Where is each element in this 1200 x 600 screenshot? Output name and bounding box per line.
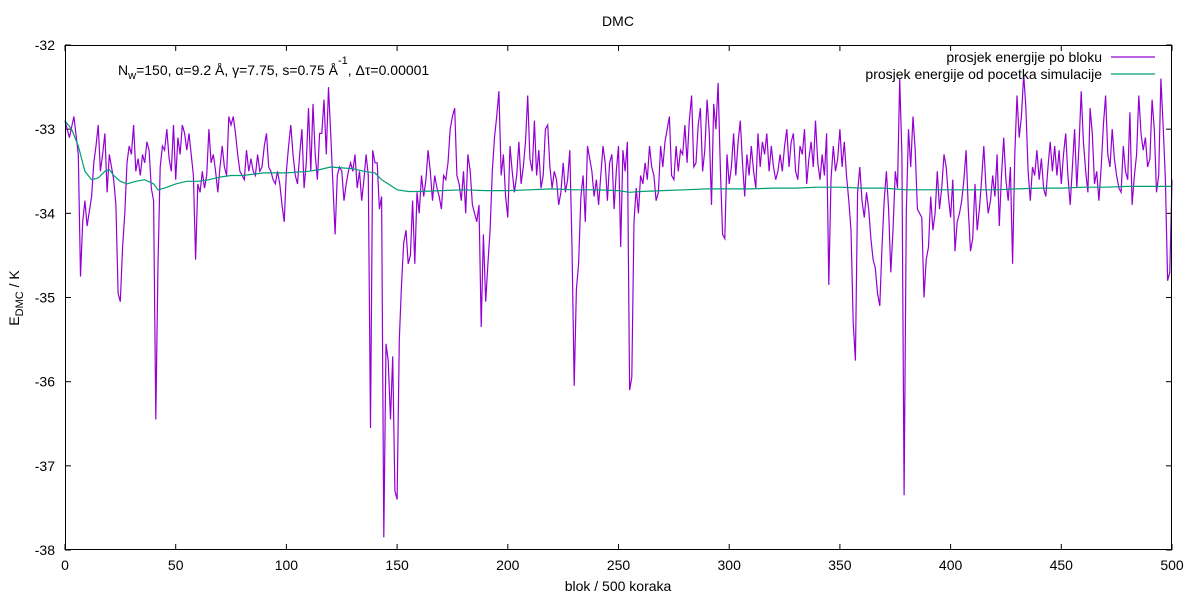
- y-tick-label: -38: [35, 542, 55, 558]
- y-tick-label: -36: [35, 374, 55, 390]
- y-axis-label: EDMC / K: [6, 270, 26, 326]
- y-tick-label: -32: [35, 37, 55, 53]
- annotation-part: , Δτ=0.00001: [348, 62, 430, 78]
- series-layer: [64, 74, 1173, 538]
- y-axis-label-sub: DMC: [14, 291, 26, 316]
- x-tick-label: 50: [168, 557, 184, 573]
- x-tick-label: 250: [607, 557, 631, 573]
- x-tick-label: 350: [828, 557, 852, 573]
- series-block-energy-line: [64, 74, 1173, 538]
- annotation-part: =150, α=9.2 Å, γ=7.75, s=0.75 Å: [136, 62, 339, 78]
- x-tick-label: 100: [275, 557, 299, 573]
- plot-frame: [65, 45, 1172, 550]
- chart-title: DMC: [602, 13, 634, 29]
- y-axis-ticks: -32 -33 -34 -35 -36 -37 -38: [35, 37, 1172, 558]
- x-tick-label: 200: [496, 557, 520, 573]
- annotation-part: w: [127, 70, 136, 82]
- legend-label: prosjek energije po bloku: [946, 49, 1102, 65]
- annotation-part: N: [118, 62, 128, 78]
- x-tick-label: 400: [939, 557, 963, 573]
- parameters-annotation: Nw=150, α=9.2 Å, γ=7.75, s=0.75 Å-1, Δτ=…: [118, 55, 429, 82]
- y-axis-label-main: E: [6, 316, 22, 325]
- y-tick-label: -35: [35, 290, 55, 306]
- x-tick-label: 150: [385, 557, 409, 573]
- y-axis-label-rest: / K: [6, 270, 22, 292]
- y-tick-label: -33: [35, 121, 55, 137]
- x-tick-label: 300: [718, 557, 742, 573]
- legend-label: prosjek energije od pocetka simulacije: [865, 66, 1102, 82]
- x-tick-label: 500: [1160, 557, 1184, 573]
- y-tick-label: -34: [35, 205, 55, 221]
- annotation-part: -1: [338, 55, 348, 67]
- x-axis-ticks: 0 50 100 150 200 250 300 350 400 450 500: [61, 45, 1184, 573]
- x-tick-label: 0: [61, 557, 69, 573]
- series-cumulative-energy-line: [64, 120, 1172, 193]
- y-tick-label: -37: [35, 458, 55, 474]
- x-axis-label: blok / 500 koraka: [565, 578, 672, 594]
- x-tick-label: 450: [1050, 557, 1074, 573]
